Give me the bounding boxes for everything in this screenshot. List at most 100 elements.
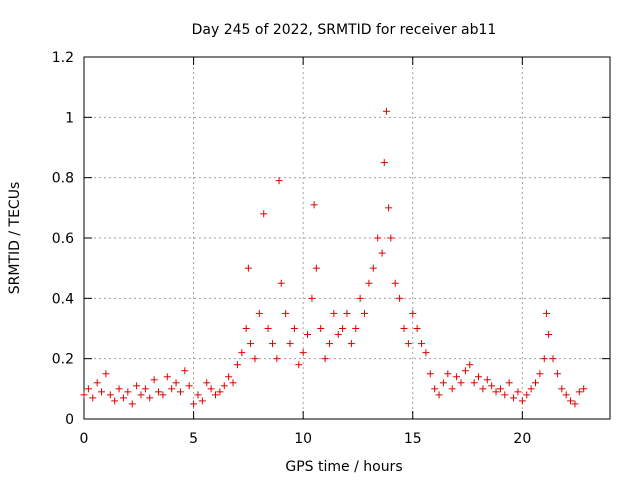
data-point — [233, 361, 241, 369]
data-point — [505, 379, 513, 387]
data-point — [137, 391, 145, 399]
data-point — [330, 309, 338, 317]
data-point — [198, 397, 206, 405]
data-point — [466, 361, 474, 369]
data-point — [212, 391, 219, 399]
data-point — [268, 340, 276, 348]
data-point — [282, 309, 290, 317]
data-point — [343, 309, 351, 317]
data-point — [133, 382, 141, 390]
data-point — [98, 388, 106, 396]
data-point — [207, 385, 215, 393]
data-point — [448, 385, 456, 393]
data-point — [216, 388, 224, 396]
y-tick-label: 0.2 — [52, 352, 74, 368]
data-point — [84, 385, 92, 393]
data-point — [488, 382, 496, 390]
data-point — [347, 340, 355, 348]
data-point — [514, 388, 522, 396]
data-point — [159, 391, 167, 399]
data-point — [190, 400, 198, 408]
data-point — [229, 379, 237, 387]
y-tick-label: 0.8 — [52, 171, 74, 187]
data-point — [203, 379, 211, 387]
data-point — [378, 249, 386, 257]
data-point — [365, 279, 373, 287]
data-point — [391, 279, 399, 287]
data-point — [545, 331, 553, 339]
data-point — [244, 264, 252, 272]
data-point — [124, 388, 132, 396]
data-point — [404, 340, 412, 348]
data-point — [352, 325, 360, 332]
y-tick-label: 0.4 — [52, 291, 74, 307]
data-point — [527, 385, 535, 393]
data-point — [369, 264, 377, 272]
x-tick-label: 10 — [294, 431, 312, 447]
data-point — [286, 340, 294, 348]
data-point — [299, 349, 307, 357]
data-point — [242, 325, 250, 332]
x-tick-label: 20 — [513, 431, 531, 447]
data-point — [435, 391, 443, 399]
y-axis-label: SRMTID / TECUs — [7, 182, 23, 295]
data-point — [115, 385, 123, 393]
data-point — [453, 373, 461, 381]
data-point — [295, 361, 303, 369]
chart-title: Day 245 of 2022, SRMTID for receiver ab1… — [192, 22, 497, 38]
data-point — [396, 294, 404, 302]
data-point — [483, 376, 491, 384]
data-point — [146, 394, 154, 402]
data-point — [106, 391, 114, 399]
data-point — [181, 367, 189, 375]
data-point — [422, 349, 430, 357]
data-point — [536, 370, 544, 378]
data-point — [553, 370, 561, 378]
data-point — [496, 385, 504, 393]
data-point — [501, 391, 509, 399]
data-point — [339, 325, 347, 332]
ticks — [83, 56, 610, 420]
y-tick-label: 1 — [65, 110, 74, 126]
data-point — [220, 382, 228, 390]
data-point — [163, 373, 171, 381]
data-point — [273, 355, 281, 363]
data-point — [185, 382, 193, 390]
plot-frame — [83, 56, 611, 420]
data-point — [176, 388, 184, 396]
data-point — [155, 388, 163, 396]
data-point — [567, 397, 575, 405]
data-point — [238, 349, 246, 357]
data-point — [470, 379, 478, 387]
data-point — [356, 294, 364, 302]
x-tick-label: 5 — [189, 431, 198, 447]
data-point — [80, 391, 88, 399]
data-point — [172, 379, 180, 387]
data-point — [361, 309, 369, 317]
x-tick-label: 15 — [404, 431, 422, 447]
data-point — [310, 201, 318, 209]
data-point — [479, 385, 487, 393]
data-point — [475, 373, 482, 381]
data-point — [260, 210, 268, 218]
data-point — [119, 394, 127, 402]
data-point — [150, 376, 158, 384]
data-point — [439, 379, 447, 387]
data-point — [194, 391, 202, 399]
data-point — [93, 379, 101, 387]
data-point — [225, 373, 233, 381]
data-point — [400, 325, 408, 332]
data-point — [264, 325, 272, 332]
data-point — [382, 107, 390, 115]
y-tick-label: 0 — [65, 412, 74, 428]
y-tick-labels: 0 0.2 0.4 0.6 0.8 1 1.2 — [52, 50, 74, 428]
data-point — [558, 385, 566, 393]
data-point — [380, 159, 388, 167]
data-point — [325, 340, 333, 348]
data-point — [387, 234, 395, 242]
y-tick-label: 1.2 — [52, 50, 74, 66]
data-point — [290, 325, 298, 332]
data-points — [80, 107, 588, 408]
data-point — [540, 355, 548, 363]
